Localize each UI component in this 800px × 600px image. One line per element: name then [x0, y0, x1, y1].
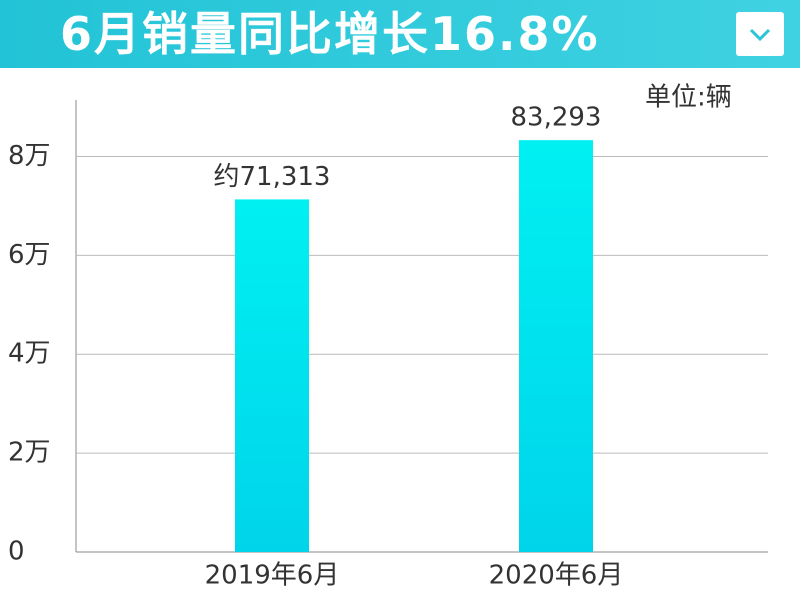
chart-title: 6月销量同比增长16.8%	[60, 7, 600, 61]
header: 6月销量同比增长16.8%	[0, 0, 800, 68]
y-tick-label: 6万	[8, 240, 51, 270]
value-label: 83,293	[511, 103, 602, 133]
chevron-icon	[749, 28, 771, 42]
x-tick-label: 2019年6月	[205, 561, 340, 591]
bar	[519, 140, 593, 552]
y-tick-label: 8万	[8, 141, 51, 171]
y-tick-label: 0	[8, 537, 25, 567]
x-tick-label: 2020年6月	[489, 561, 624, 591]
unit-note: 单位:辆	[645, 83, 732, 113]
dropdown-button[interactable]	[736, 12, 784, 56]
value-label: 约71,313	[214, 162, 331, 192]
y-tick-label: 4万	[8, 339, 51, 369]
bar	[235, 199, 309, 552]
y-tick-label: 2万	[8, 438, 51, 468]
